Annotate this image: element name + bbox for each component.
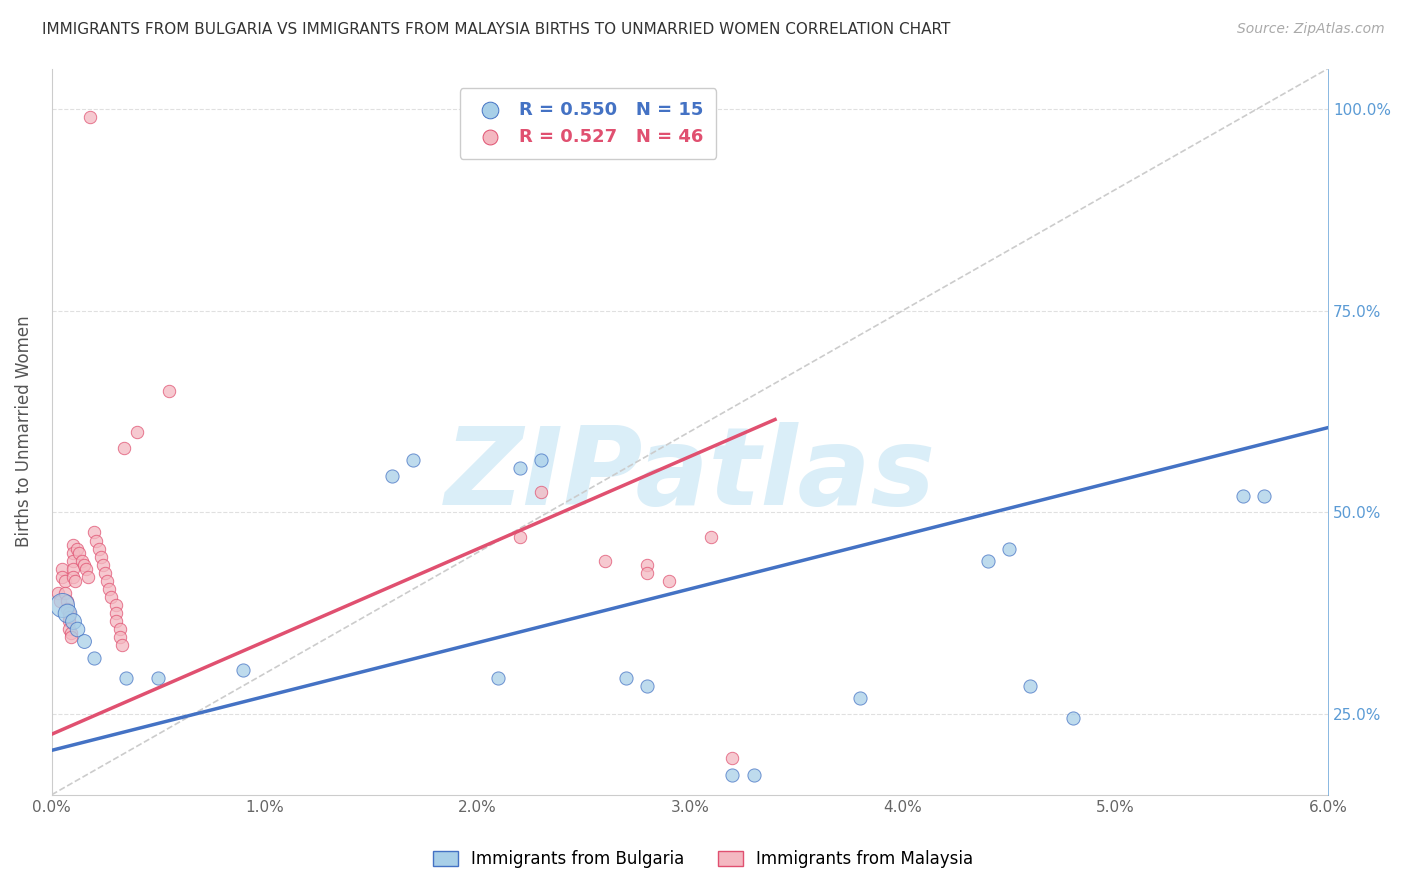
- Point: [100, 590, 122, 604]
- Point: [75, 562, 97, 576]
- Legend: R = 0.550   N = 15, R = 0.527   N = 46: R = 0.550 N = 15, R = 0.527 N = 46: [460, 88, 716, 159]
- Point: [593, 554, 616, 568]
- Point: [509, 461, 531, 475]
- Point: [614, 671, 637, 685]
- Point: [658, 574, 681, 588]
- Point: [73, 558, 96, 572]
- Point: [636, 679, 658, 693]
- Point: [636, 558, 658, 572]
- Point: [98, 582, 121, 596]
- Point: [83, 650, 105, 665]
- Point: [62, 546, 84, 560]
- Point: [636, 566, 658, 580]
- Point: [66, 622, 89, 636]
- Point: [108, 631, 131, 645]
- Point: [509, 529, 531, 543]
- Point: [1019, 679, 1042, 693]
- Point: [94, 566, 117, 580]
- Point: [51, 598, 73, 612]
- Point: [96, 574, 118, 588]
- Text: Source: ZipAtlas.com: Source: ZipAtlas.com: [1237, 22, 1385, 37]
- Point: [91, 558, 114, 572]
- Point: [86, 533, 108, 548]
- Point: [58, 622, 80, 636]
- Point: [62, 538, 84, 552]
- Point: [70, 554, 93, 568]
- Point: [1253, 489, 1275, 503]
- Point: [79, 110, 101, 124]
- Point: [742, 767, 765, 781]
- Point: [62, 570, 84, 584]
- Point: [53, 574, 76, 588]
- Point: [232, 663, 254, 677]
- Point: [62, 554, 84, 568]
- Point: [700, 529, 723, 543]
- Point: [157, 384, 180, 399]
- Point: [66, 541, 89, 556]
- Point: [115, 671, 138, 685]
- Point: [1232, 489, 1254, 503]
- Point: [721, 767, 744, 781]
- Point: [59, 631, 82, 645]
- Point: [146, 671, 169, 685]
- Point: [58, 614, 80, 628]
- Point: [423, 888, 446, 892]
- Text: ZIPatlas: ZIPatlas: [444, 422, 935, 528]
- Point: [49, 594, 72, 608]
- Point: [998, 541, 1021, 556]
- Point: [111, 639, 134, 653]
- Point: [104, 614, 127, 628]
- Point: [83, 525, 105, 540]
- Point: [125, 425, 148, 439]
- Point: [46, 586, 69, 600]
- Point: [104, 598, 127, 612]
- Point: [977, 554, 1000, 568]
- Point: [55, 606, 77, 620]
- Point: [55, 602, 77, 616]
- Point: [77, 570, 100, 584]
- Point: [1062, 711, 1084, 725]
- Point: [104, 606, 127, 620]
- Point: [73, 634, 96, 648]
- Point: [108, 622, 131, 636]
- Point: [112, 441, 135, 455]
- Point: [55, 594, 77, 608]
- Point: [63, 574, 86, 588]
- Point: [58, 606, 80, 620]
- Point: [59, 626, 82, 640]
- Point: [67, 546, 90, 560]
- Text: IMMIGRANTS FROM BULGARIA VS IMMIGRANTS FROM MALAYSIA BIRTHS TO UNMARRIED WOMEN C: IMMIGRANTS FROM BULGARIA VS IMMIGRANTS F…: [42, 22, 950, 37]
- Point: [53, 586, 76, 600]
- Point: [530, 453, 553, 467]
- Point: [62, 562, 84, 576]
- Point: [402, 453, 425, 467]
- Point: [488, 671, 510, 685]
- Point: [530, 485, 553, 500]
- Point: [51, 570, 73, 584]
- Point: [381, 469, 404, 483]
- Y-axis label: Births to Unmarried Women: Births to Unmarried Women: [15, 316, 32, 548]
- Point: [849, 690, 872, 705]
- Point: [62, 614, 84, 628]
- Point: [51, 562, 73, 576]
- Point: [90, 549, 112, 564]
- Legend: Immigrants from Bulgaria, Immigrants from Malaysia: Immigrants from Bulgaria, Immigrants fro…: [426, 844, 980, 875]
- Point: [58, 610, 80, 624]
- Point: [721, 751, 744, 765]
- Point: [87, 541, 110, 556]
